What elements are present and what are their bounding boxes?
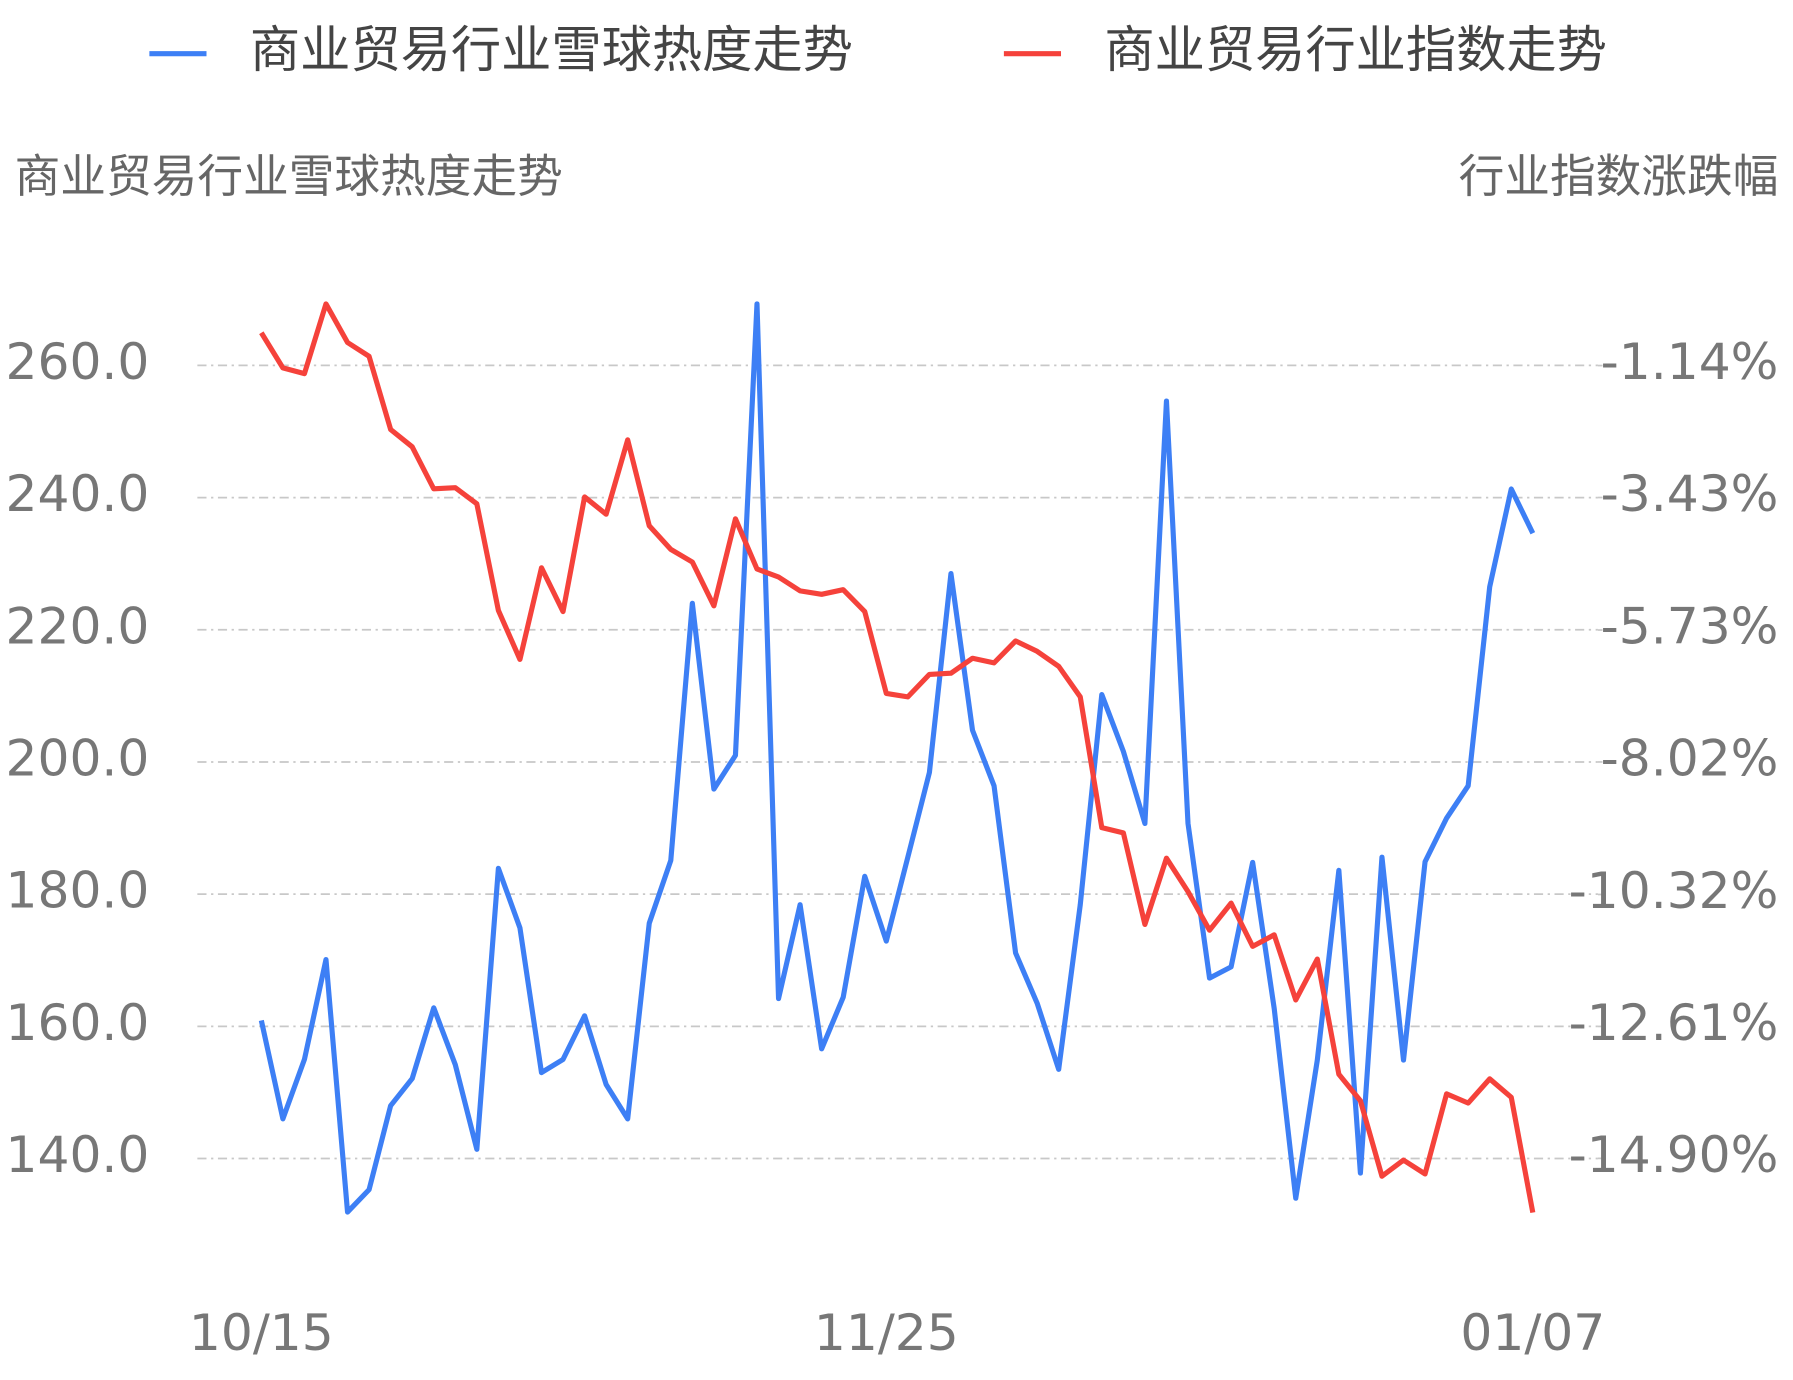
y-tick-label: 180.0: [6, 861, 150, 920]
y-tick-label: 240.0: [6, 464, 150, 523]
y-tick-label: 200.0: [6, 728, 150, 787]
legend-label: 商业贸易行业指数走势: [1104, 20, 1607, 79]
y-tick-label: 160.0: [6, 993, 150, 1052]
y2-tick-label: -12.61%: [1569, 993, 1779, 1052]
x-tick-label: 11/25: [814, 1303, 959, 1362]
x-tick-label: 01/07: [1460, 1303, 1605, 1362]
y2-tick-label: -10.32%: [1569, 861, 1779, 920]
y2-tick-label: -14.90%: [1569, 1125, 1779, 1184]
y2-axis-title: 行业指数涨跌幅: [1459, 150, 1779, 203]
x-tick-label: 10/15: [189, 1303, 334, 1362]
y2-tick-label: -1.14%: [1601, 332, 1779, 391]
y2-tick-label: -3.43%: [1601, 464, 1779, 523]
y2-tick-label: -5.73%: [1601, 597, 1779, 656]
y2-tick-label: -8.02%: [1601, 728, 1779, 787]
y-axis-title: 商业贸易行业雪球热度走势: [15, 150, 563, 203]
series-line: [259, 301, 1536, 1214]
y-tick-label: 140.0: [6, 1125, 150, 1184]
legend-label: 商业贸易行业雪球热度走势: [250, 20, 853, 79]
y-tick-label: 220.0: [6, 596, 150, 655]
y-tick-label: 260.0: [6, 332, 150, 391]
series-line: [258, 301, 1536, 1215]
